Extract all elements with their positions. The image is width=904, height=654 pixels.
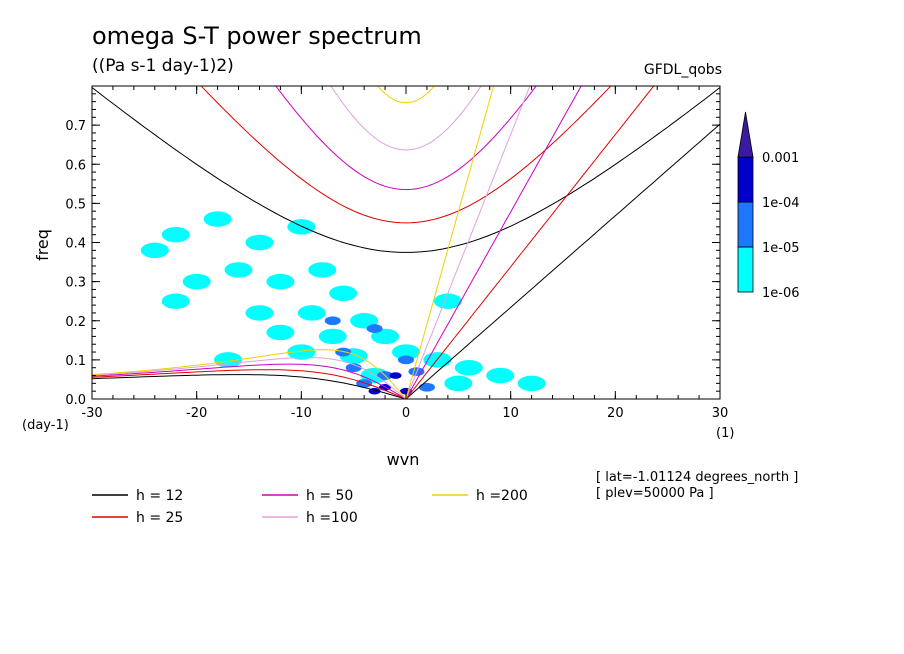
legend: h = 12 h = 25 h = 50 h =100 h =200: [92, 488, 528, 526]
curve-rossby-3: [92, 357, 407, 399]
power-blob-35: [335, 347, 352, 357]
power-blob-33: [418, 382, 435, 392]
y-tick-label-0: 0.0: [65, 393, 86, 408]
power-blob-23: [517, 375, 546, 392]
power-blob-2: [203, 211, 232, 227]
units-subtitle: ((Pa s-1 day-1)2): [92, 56, 234, 76]
curve-rossby-0: [92, 374, 407, 399]
power-blob-14: [266, 324, 295, 341]
curve-gravity-0: [92, 87, 720, 253]
x-tick-label-3: 0: [402, 406, 410, 421]
colorbar-label-1: 1e-05: [762, 241, 800, 256]
curve-gravity-4: [377, 86, 435, 104]
power-blob-8: [308, 262, 337, 278]
power-blob-9: [161, 293, 190, 309]
power-blob-28: [324, 316, 341, 326]
power-blob-21: [454, 360, 483, 376]
y-tick-label-4: 0.4: [65, 237, 86, 252]
power-blob-0: [161, 226, 190, 243]
power-blob-24: [433, 293, 462, 309]
curve-kelvin-3: [405, 86, 531, 399]
colorbar-band-2: [737, 156, 754, 203]
power-blob-6: [224, 262, 253, 278]
y-axis-label: freq: [33, 229, 52, 261]
curve-rossby-4: [92, 349, 407, 399]
power-blob-22: [486, 367, 515, 384]
colorbar-label-2: 1e-04: [762, 196, 800, 211]
power-blob-29: [366, 324, 383, 333]
colorbar: 1e-06 1e-05 1e-04 0.001: [737, 111, 800, 301]
curve-gravity-2: [275, 86, 537, 191]
y-tick-label-6: 0.6: [65, 158, 86, 173]
power-blob-27: [214, 352, 243, 368]
power-blob-10: [329, 285, 358, 302]
x-tick-label-5: 20: [607, 406, 624, 421]
legend-label-0: h = 12: [136, 488, 183, 504]
x-tick-label-0: -30: [81, 406, 102, 421]
dispersion-curves: [92, 86, 720, 399]
colorbar-triangle: [737, 111, 754, 158]
power-blob-36: [398, 355, 414, 365]
curve-gravity-1: [200, 86, 612, 224]
legend-label-2: h = 50: [306, 488, 353, 504]
power-blob-16: [371, 328, 400, 345]
power-blob-7: [266, 273, 295, 290]
colorbar-band-1: [737, 201, 754, 248]
curve-kelvin-4: [405, 86, 495, 399]
y-unit-label: (day-1): [22, 418, 69, 433]
x-tick-label-1: -20: [186, 406, 207, 421]
curve-kelvin-2: [405, 86, 582, 399]
power-blob-38: [389, 372, 402, 379]
curve-rossby-2: [92, 363, 407, 399]
power-blob-25: [444, 375, 473, 392]
x-unit-label: (1): [716, 426, 734, 441]
power-blob-1: [140, 242, 169, 259]
power-blob-15: [318, 328, 347, 345]
y-tick-label-5: 0.5: [65, 197, 86, 212]
y-tick-label-3: 0.3: [65, 276, 86, 291]
power-blob-12: [297, 305, 326, 321]
x-tick-label-4: 10: [502, 406, 519, 421]
plev-info: [ plev=50000 Pa ]: [596, 486, 714, 501]
colorbar-band-0: [737, 246, 754, 293]
axis-ticks: -30 -20 -10 0 10 20 30 0.0 0.1 0.2 0.3 0.4 0.5 0.6 0.7: [65, 86, 728, 421]
latitude-info: [ lat=-1.01124 degrees_north ]: [596, 470, 799, 485]
power-blob-13: [350, 313, 379, 329]
curve-gravity-3: [330, 86, 482, 151]
power-blob-3: [245, 234, 274, 251]
curve-rossby-1: [92, 369, 407, 399]
page-title: omega S-T power spectrum: [92, 22, 422, 50]
model-label: GFDL_qobs: [643, 62, 722, 78]
y-tick-label-2: 0.2: [65, 315, 86, 330]
legend-label-4: h =200: [476, 488, 528, 504]
power-blob-30: [345, 363, 362, 373]
legend-label-1: h = 25: [136, 510, 183, 526]
colorbar-label-3: 0.001: [762, 151, 799, 166]
curve-kelvin-1: [405, 86, 655, 399]
legend-label-3: h =100: [306, 510, 358, 526]
power-blob-11: [245, 305, 274, 321]
power-blob-19: [392, 344, 420, 360]
y-tick-label-7: 0.7: [65, 119, 86, 134]
power-blob-5: [182, 273, 211, 290]
curve-kelvin-0: [405, 123, 720, 399]
x-tick-label-2: -10: [291, 406, 312, 421]
x-axis-label: wvn: [387, 450, 420, 469]
colorbar-label-0: 1e-06: [762, 286, 800, 301]
power-blob-17: [287, 344, 316, 360]
x-tick-label-6: 30: [712, 406, 729, 421]
y-tick-label-1: 0.1: [65, 354, 86, 369]
